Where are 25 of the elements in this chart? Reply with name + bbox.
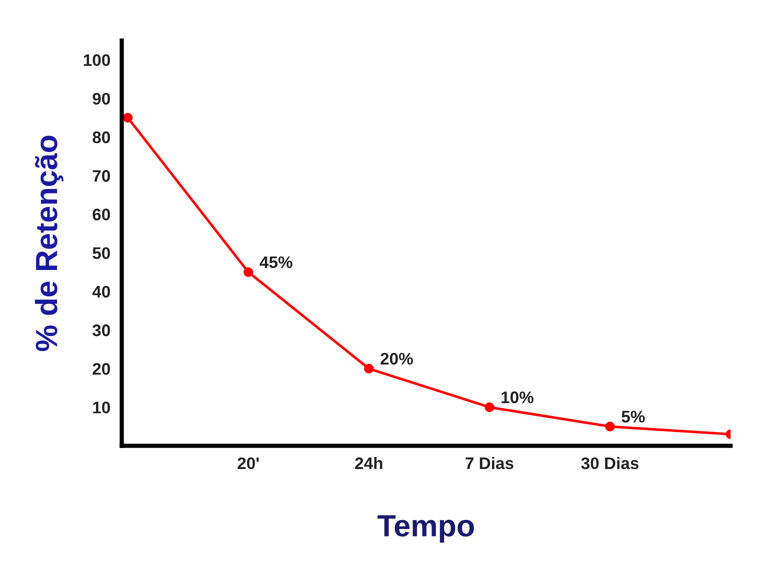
y-tick-label: 50	[92, 247, 110, 260]
data-label: 45%	[260, 256, 292, 268]
x-axis-title: Tempo	[378, 515, 474, 543]
point	[605, 422, 615, 432]
y-tick-label: 20	[92, 363, 110, 375]
y-tick-label: 90	[92, 92, 110, 105]
y-tick-label: 60	[92, 208, 110, 220]
point	[364, 364, 374, 374]
x-tick-label: 7 Dias	[466, 456, 514, 470]
x-tick-label: 30 Dias	[581, 456, 639, 470]
point	[243, 267, 254, 277]
y-tick-label: 80	[92, 131, 110, 144]
y-tick-label: 30	[92, 324, 110, 336]
data-label: 10%	[502, 391, 534, 404]
y-tick-label: 100	[84, 54, 110, 66]
x-tick-label: 20'	[238, 457, 259, 470]
data-label: 5%	[622, 410, 645, 423]
y-axis-title: % de Retenção	[34, 136, 64, 352]
data-label: 20%	[380, 352, 413, 365]
y-tick-label: 40	[92, 286, 110, 298]
y-tick-label: 10	[93, 402, 110, 414]
x-tick-label: 24h	[355, 456, 382, 470]
point	[484, 402, 494, 412]
point	[122, 112, 133, 123]
y-tick-label: 70	[92, 170, 110, 182]
